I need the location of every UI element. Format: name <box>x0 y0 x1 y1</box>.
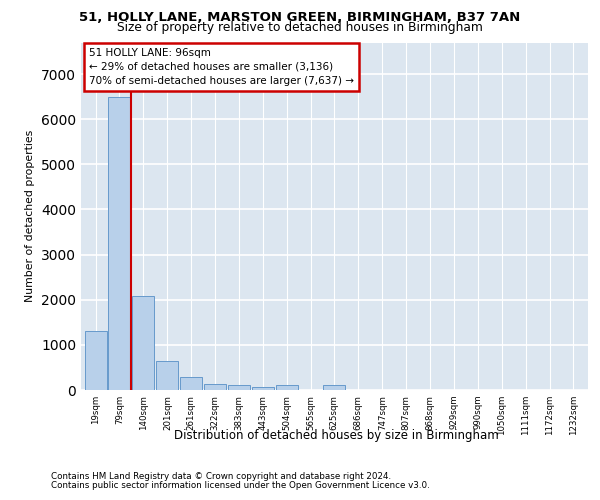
Text: Size of property relative to detached houses in Birmingham: Size of property relative to detached ho… <box>117 22 483 35</box>
Bar <box>276 385 298 390</box>
Y-axis label: Number of detached properties: Number of detached properties <box>25 130 35 302</box>
Bar <box>252 387 274 390</box>
Text: Distribution of detached houses by size in Birmingham: Distribution of detached houses by size … <box>173 430 499 442</box>
Bar <box>204 384 226 390</box>
Bar <box>85 332 107 390</box>
Text: 51, HOLLY LANE, MARSTON GREEN, BIRMINGHAM, B37 7AN: 51, HOLLY LANE, MARSTON GREEN, BIRMINGHA… <box>79 11 521 24</box>
Text: 51 HOLLY LANE: 96sqm
← 29% of detached houses are smaller (3,136)
70% of semi-de: 51 HOLLY LANE: 96sqm ← 29% of detached h… <box>89 48 354 86</box>
Bar <box>133 296 154 390</box>
Bar <box>157 361 178 390</box>
Bar <box>109 96 130 390</box>
Bar <box>180 378 202 390</box>
Text: Contains HM Land Registry data © Crown copyright and database right 2024.: Contains HM Land Registry data © Crown c… <box>51 472 391 481</box>
Bar <box>323 384 345 390</box>
Text: Contains public sector information licensed under the Open Government Licence v3: Contains public sector information licen… <box>51 481 430 490</box>
Bar <box>228 386 250 390</box>
